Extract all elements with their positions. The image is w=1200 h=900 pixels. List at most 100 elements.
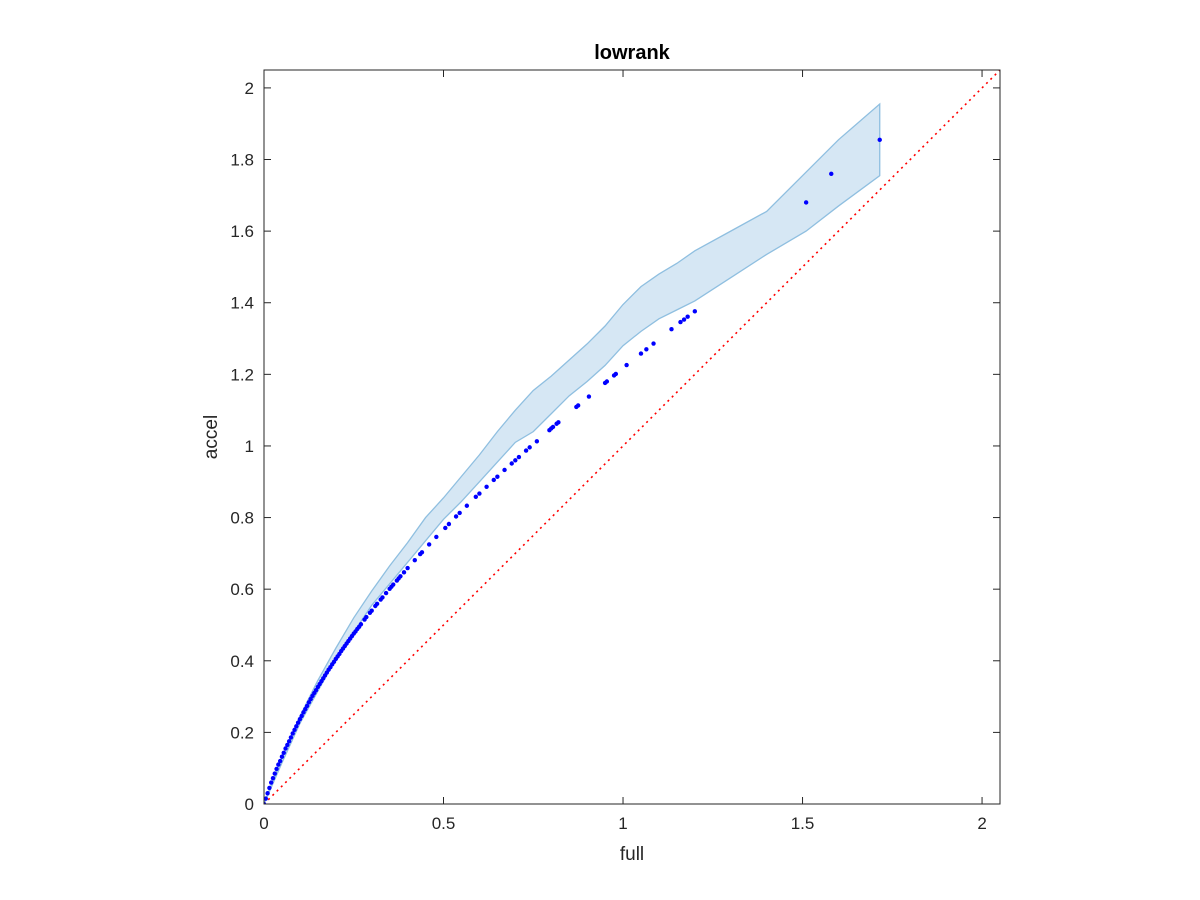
data-point xyxy=(678,319,683,325)
data-point xyxy=(685,314,690,319)
data-point xyxy=(527,445,532,450)
data-point xyxy=(638,351,644,356)
data-point xyxy=(286,739,292,744)
y-tick-label: 0.8 xyxy=(230,509,254,528)
plot-clipped-group xyxy=(264,70,1000,804)
data-point xyxy=(513,458,518,463)
y-tick-label: 0.6 xyxy=(230,580,254,599)
data-point xyxy=(624,362,629,368)
data-point xyxy=(303,706,308,712)
data-point xyxy=(446,521,452,527)
data-point xyxy=(364,614,369,620)
data-point xyxy=(464,503,470,508)
data-point xyxy=(288,735,294,740)
data-point xyxy=(264,801,267,804)
data-point xyxy=(313,687,319,693)
data-point xyxy=(426,542,432,547)
plot-area xyxy=(264,70,1000,804)
data-point xyxy=(294,724,299,729)
x-tick-label: 0.5 xyxy=(432,814,456,833)
data-point xyxy=(575,403,581,408)
y-axis-label: accel xyxy=(201,415,222,459)
data-point xyxy=(516,454,522,460)
data-point xyxy=(358,622,364,627)
data-point xyxy=(380,595,385,600)
chart-title: lowrank xyxy=(594,42,670,64)
data-point xyxy=(405,565,410,571)
data-point xyxy=(502,467,507,473)
data-point xyxy=(398,574,403,579)
data-point xyxy=(283,746,288,751)
data-point xyxy=(681,317,687,322)
data-point xyxy=(556,420,561,425)
data-point xyxy=(369,608,374,613)
data-point xyxy=(308,696,313,702)
data-point xyxy=(829,171,834,177)
data-point xyxy=(613,371,619,377)
data-point xyxy=(383,590,389,596)
x-tick-label: 0 xyxy=(259,814,268,833)
data-point xyxy=(443,525,448,531)
data-point xyxy=(803,200,809,205)
data-point xyxy=(491,477,496,483)
y-tick-label: 1 xyxy=(245,437,254,456)
data-point xyxy=(509,461,514,466)
data-point xyxy=(644,347,649,352)
data-point xyxy=(277,758,283,764)
data-point xyxy=(412,557,417,563)
data-point xyxy=(270,776,276,781)
data-point xyxy=(292,727,297,733)
data-point xyxy=(391,582,396,587)
data-point xyxy=(281,750,286,755)
y-tick-label: 2 xyxy=(245,79,254,98)
data-point xyxy=(306,700,312,705)
data-point xyxy=(495,474,500,479)
data-point xyxy=(477,491,482,496)
data-point xyxy=(419,550,425,555)
data-point xyxy=(374,601,380,607)
data-point xyxy=(877,137,882,143)
data-point xyxy=(272,771,277,776)
data-point xyxy=(457,510,462,516)
y-tick-label: 1.2 xyxy=(230,365,254,384)
y-tick-label: 1.6 xyxy=(230,222,254,241)
data-point xyxy=(401,570,407,575)
y-tick-label: 0 xyxy=(245,795,254,814)
y-tick-label: 1.4 xyxy=(230,294,254,313)
y-tick-label: 1.8 xyxy=(230,151,254,170)
data-point xyxy=(265,791,270,796)
data-point xyxy=(276,762,281,767)
confidence-band xyxy=(264,102,881,804)
data-point xyxy=(267,785,272,791)
data-point xyxy=(473,494,479,499)
data-point xyxy=(586,394,592,399)
data-point xyxy=(304,703,310,709)
data-point xyxy=(453,514,459,519)
data-point xyxy=(523,448,529,453)
y-tick-label: 0.4 xyxy=(230,652,254,671)
data-point xyxy=(692,309,698,314)
data-point xyxy=(669,327,674,332)
data-point xyxy=(279,754,285,759)
data-point xyxy=(268,780,274,785)
reference-line xyxy=(264,70,1000,804)
data-point xyxy=(285,742,290,748)
data-point xyxy=(301,710,306,715)
data-point xyxy=(274,766,279,772)
data-point xyxy=(290,731,295,736)
data-point xyxy=(651,341,656,346)
data-point xyxy=(264,796,268,801)
data-point xyxy=(484,484,489,489)
x-axis-label: full xyxy=(620,844,644,865)
x-tick-label: 2 xyxy=(977,814,986,833)
axis-ticks: 0 0.5 1 1.5 2 0 0.2 0.4 0.6 0.8 1 1.2 1.4 1.6 1.8 2 xyxy=(230,70,1000,833)
data-point xyxy=(550,424,556,430)
data-point xyxy=(295,720,301,725)
y-tick-label: 0.2 xyxy=(230,723,254,742)
x-tick-label: 1.5 xyxy=(791,814,815,833)
data-point xyxy=(534,439,540,444)
data-point xyxy=(299,713,304,719)
data-point xyxy=(434,534,439,540)
data-point xyxy=(297,716,303,722)
